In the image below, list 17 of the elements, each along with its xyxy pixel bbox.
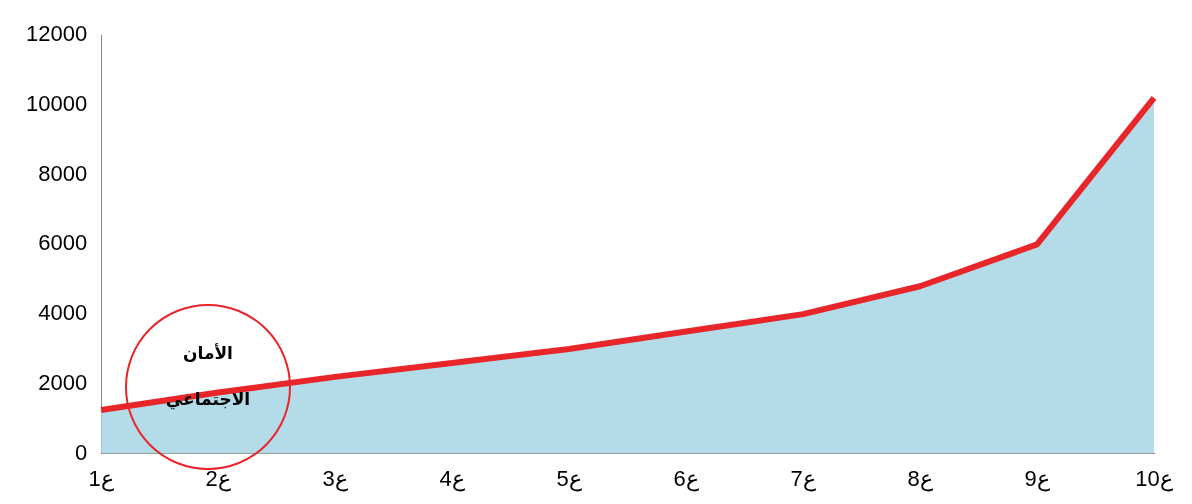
y-tick-label: 6000	[38, 230, 88, 256]
x-tick-label: ع6	[673, 465, 699, 492]
x-tick-label: ع9	[1024, 465, 1050, 492]
x-tick-label: ع10	[1135, 465, 1173, 492]
x-tick-label: ع7	[790, 465, 816, 492]
x-tick-label: ع2	[205, 465, 231, 492]
y-tick-label: 12000	[25, 21, 88, 47]
y-tick-label: 4000	[38, 300, 88, 326]
x-tick-label: ع1	[88, 465, 114, 492]
x-tick-label: ع4	[439, 465, 465, 492]
y-tick-label: 8000	[38, 160, 88, 186]
y-tick-label: 0	[74, 439, 88, 465]
x-tick-label: ع5	[556, 465, 582, 492]
x-tick-label: ع8	[907, 465, 933, 492]
x-tick-label: ع3	[322, 465, 348, 492]
y-tick-label: 2000	[38, 369, 88, 395]
y-tick-label: 10000	[25, 91, 88, 116]
